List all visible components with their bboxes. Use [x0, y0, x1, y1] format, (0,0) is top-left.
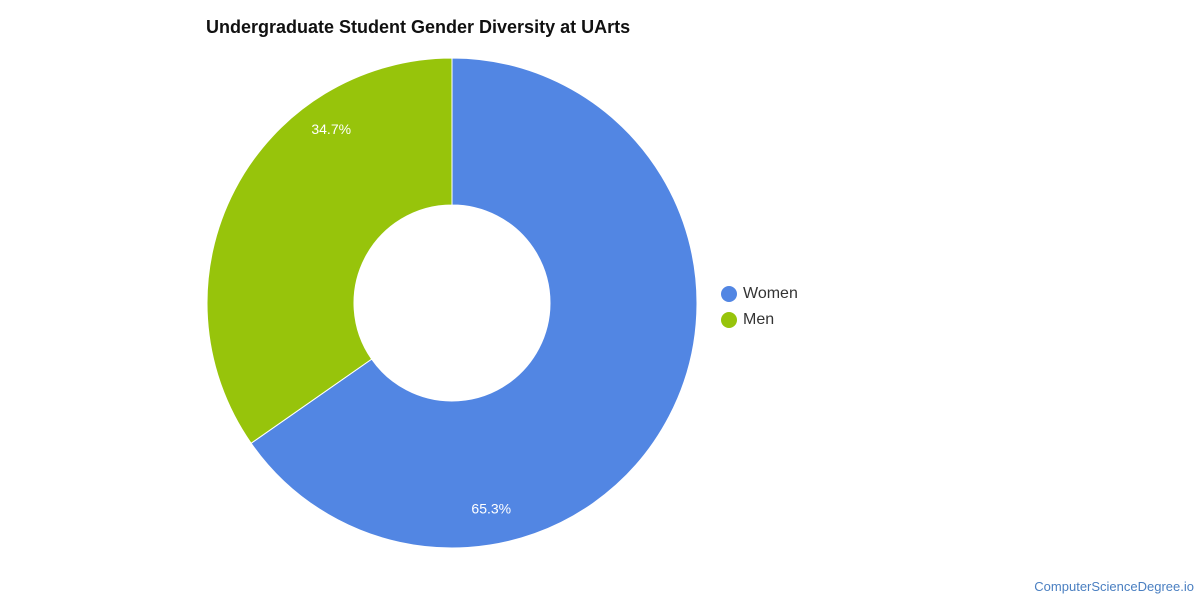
- slice-label-men: 34.7%: [311, 121, 351, 137]
- legend-label-women: Women: [743, 285, 798, 302]
- slice-women[interactable]: [250, 57, 698, 549]
- legend-swatch-women: [721, 286, 737, 302]
- slice-labels: 65.3% 34.7%: [311, 121, 511, 517]
- source-link[interactable]: ComputerScienceDegree.io: [1034, 579, 1194, 594]
- legend: Women Men: [721, 281, 798, 333]
- legend-item-women[interactable]: Women: [721, 281, 798, 307]
- slice-men[interactable]: [206, 57, 453, 444]
- slice-label-women: 65.3%: [471, 501, 511, 517]
- legend-item-men[interactable]: Men: [721, 307, 798, 333]
- legend-swatch-men: [721, 312, 737, 328]
- legend-label-men: Men: [743, 311, 775, 328]
- donut-slices: [206, 57, 698, 549]
- chart-title: Undergraduate Student Gender Diversity a…: [206, 17, 631, 37]
